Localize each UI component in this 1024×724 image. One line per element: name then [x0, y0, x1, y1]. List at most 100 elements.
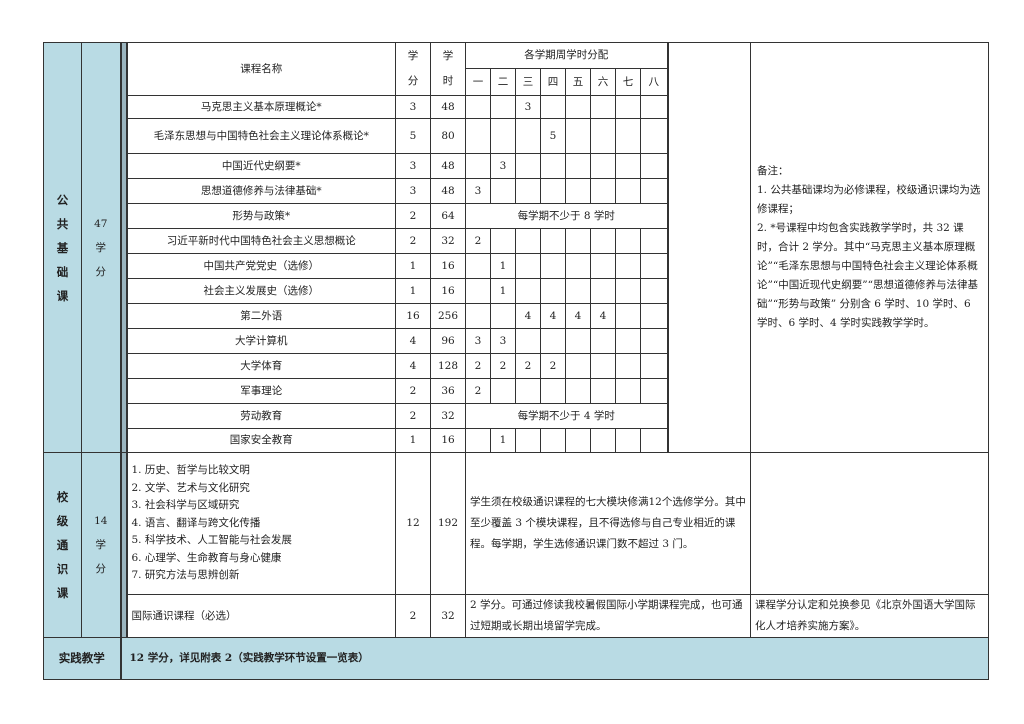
semester-hours [640, 178, 668, 204]
text-line: 学 [95, 241, 107, 254]
semester-hours [640, 303, 668, 329]
semester-hours [640, 353, 668, 379]
course-credits: 1 [395, 278, 431, 304]
semester-hours: 2 [465, 378, 491, 404]
semester-hours [515, 228, 541, 254]
text-line: 5. 科学技术、人工智能与社会发展 [131, 534, 292, 547]
course-hours: 16 [430, 428, 466, 453]
semester-hours [590, 428, 616, 453]
course-name: 社会主义发展史（选修） [126, 278, 396, 304]
semester-hours [615, 118, 641, 154]
course-name-header: 课程名称 [126, 42, 396, 96]
text-line: 分 [95, 265, 107, 278]
course-credits: 5 [395, 118, 431, 154]
semester-hours [490, 228, 516, 254]
blank-column [666, 42, 751, 453]
course-hours: 32 [430, 403, 466, 429]
semester-span-note: 每学期不少于 8 学时 [465, 203, 668, 229]
semester-hours [540, 428, 566, 453]
intl-remark: 课程学分认定和兑换参见《北京外国语大学国际化人才培养实施方案》。 [750, 594, 989, 638]
semester-hours [540, 95, 566, 119]
semester-hours [565, 378, 591, 404]
text-line: 47 [94, 217, 108, 230]
semester-header: 三 [515, 68, 541, 96]
course-hours: 16 [430, 253, 466, 279]
semester-hours [490, 95, 516, 119]
text-line: 课 [56, 586, 69, 600]
text-line: 课 [56, 288, 69, 303]
text-line: 6. 心理学、生命教育与身心健康 [131, 551, 282, 564]
semester-hours [465, 153, 491, 179]
semester-hours [540, 153, 566, 179]
semester-hours [590, 228, 616, 254]
course-name: 中国共产党党史（选修） [126, 253, 396, 279]
semester-hours [640, 228, 668, 254]
international-row: 国际通识课程（必选） 2 32 2 学分。可通过修读我校暑假国际小学期课程完成，也可通… [44, 594, 989, 638]
semester-hours [515, 178, 541, 204]
course-name: 形势与政策* [126, 203, 396, 229]
intl-credits: 2 [395, 594, 431, 638]
course-name: 劳动教育 [126, 403, 396, 429]
intl-course-name: 国际通识课程（必选） [126, 594, 396, 638]
semester-hours [540, 178, 566, 204]
semester-hours [465, 253, 491, 279]
public-category: 公共基础课 [43, 42, 82, 453]
semester-header: 二 [490, 68, 516, 96]
course-name: 大学计算机 [126, 328, 396, 354]
semester-hours: 3 [490, 153, 516, 179]
semester-header: 一 [465, 68, 491, 96]
text-line: 级 [56, 514, 69, 528]
text-line: 识 [56, 562, 69, 576]
semester-hours [515, 278, 541, 304]
semester-hours [640, 95, 668, 119]
text-line: 4. 语言、翻译与跨文化传播 [131, 516, 261, 529]
semester-hours [615, 95, 641, 119]
course-hours: 80 [430, 118, 466, 154]
semester-hours [465, 95, 491, 119]
general-category: 校级通识课 [43, 452, 82, 638]
semester-hours [465, 278, 491, 304]
semester-hours: 1 [490, 428, 516, 453]
semester-hours [615, 153, 641, 179]
public-credits: 47 学分 [81, 42, 121, 453]
course-name: 马克思主义基本原理概论* [126, 95, 396, 119]
semester-hours [490, 118, 516, 154]
text-line: 14 [94, 515, 108, 527]
semester-hours [565, 328, 591, 354]
course-credits: 2 [395, 203, 431, 229]
practice-label: 实践教学 [43, 637, 121, 680]
semester-hours: 2 [515, 353, 541, 379]
semester-hours [615, 228, 641, 254]
course-hours: 48 [430, 95, 466, 119]
semester-header: 四 [540, 68, 566, 96]
semester-hours: 2 [465, 353, 491, 379]
semester-hours [515, 253, 541, 279]
semester-header: 五 [565, 68, 591, 96]
course-name: 中国近代史纲要* [126, 153, 396, 179]
course-row: 国家安全教育 1 16 1 [44, 428, 989, 453]
semester-hours: 3 [465, 328, 491, 354]
text-line: 分 [95, 563, 107, 575]
course-hours: 64 [430, 203, 466, 229]
course-hours: 36 [430, 378, 466, 404]
practice-row: 实践教学 12 学分，详见附表 2（实践教学环节设置一览表） [43, 637, 989, 680]
course-hours: 128 [430, 353, 466, 379]
semester-hours [590, 328, 616, 354]
course-credits: 2 [395, 403, 431, 429]
semester-hours [540, 253, 566, 279]
intl-description: 2 学分。可通过修读我校暑假国际小学期课程完成，也可通过短期或长期出境留学完成。 [465, 594, 751, 638]
semester-hours [515, 428, 541, 453]
course-hours: 16 [430, 278, 466, 304]
semester-header: 六 [590, 68, 616, 96]
semester-hours [515, 328, 541, 354]
course-hours: 48 [430, 178, 466, 204]
text-line: 校 [56, 490, 69, 504]
public-remarks: 备注： 1. 公共基础课均为必修课程，校级通识课均为选修课程； 2. *号课程中均包… [750, 42, 989, 453]
course-credits: 1 [395, 428, 431, 453]
semester-hours [565, 153, 591, 179]
semester-hours [540, 328, 566, 354]
text-line: 公 [56, 192, 69, 207]
course-credits: 2 [395, 378, 431, 404]
course-row: 思想道德修养与法律基础* 3 48 3 [44, 178, 989, 204]
modules-hours: 192 [430, 452, 466, 595]
